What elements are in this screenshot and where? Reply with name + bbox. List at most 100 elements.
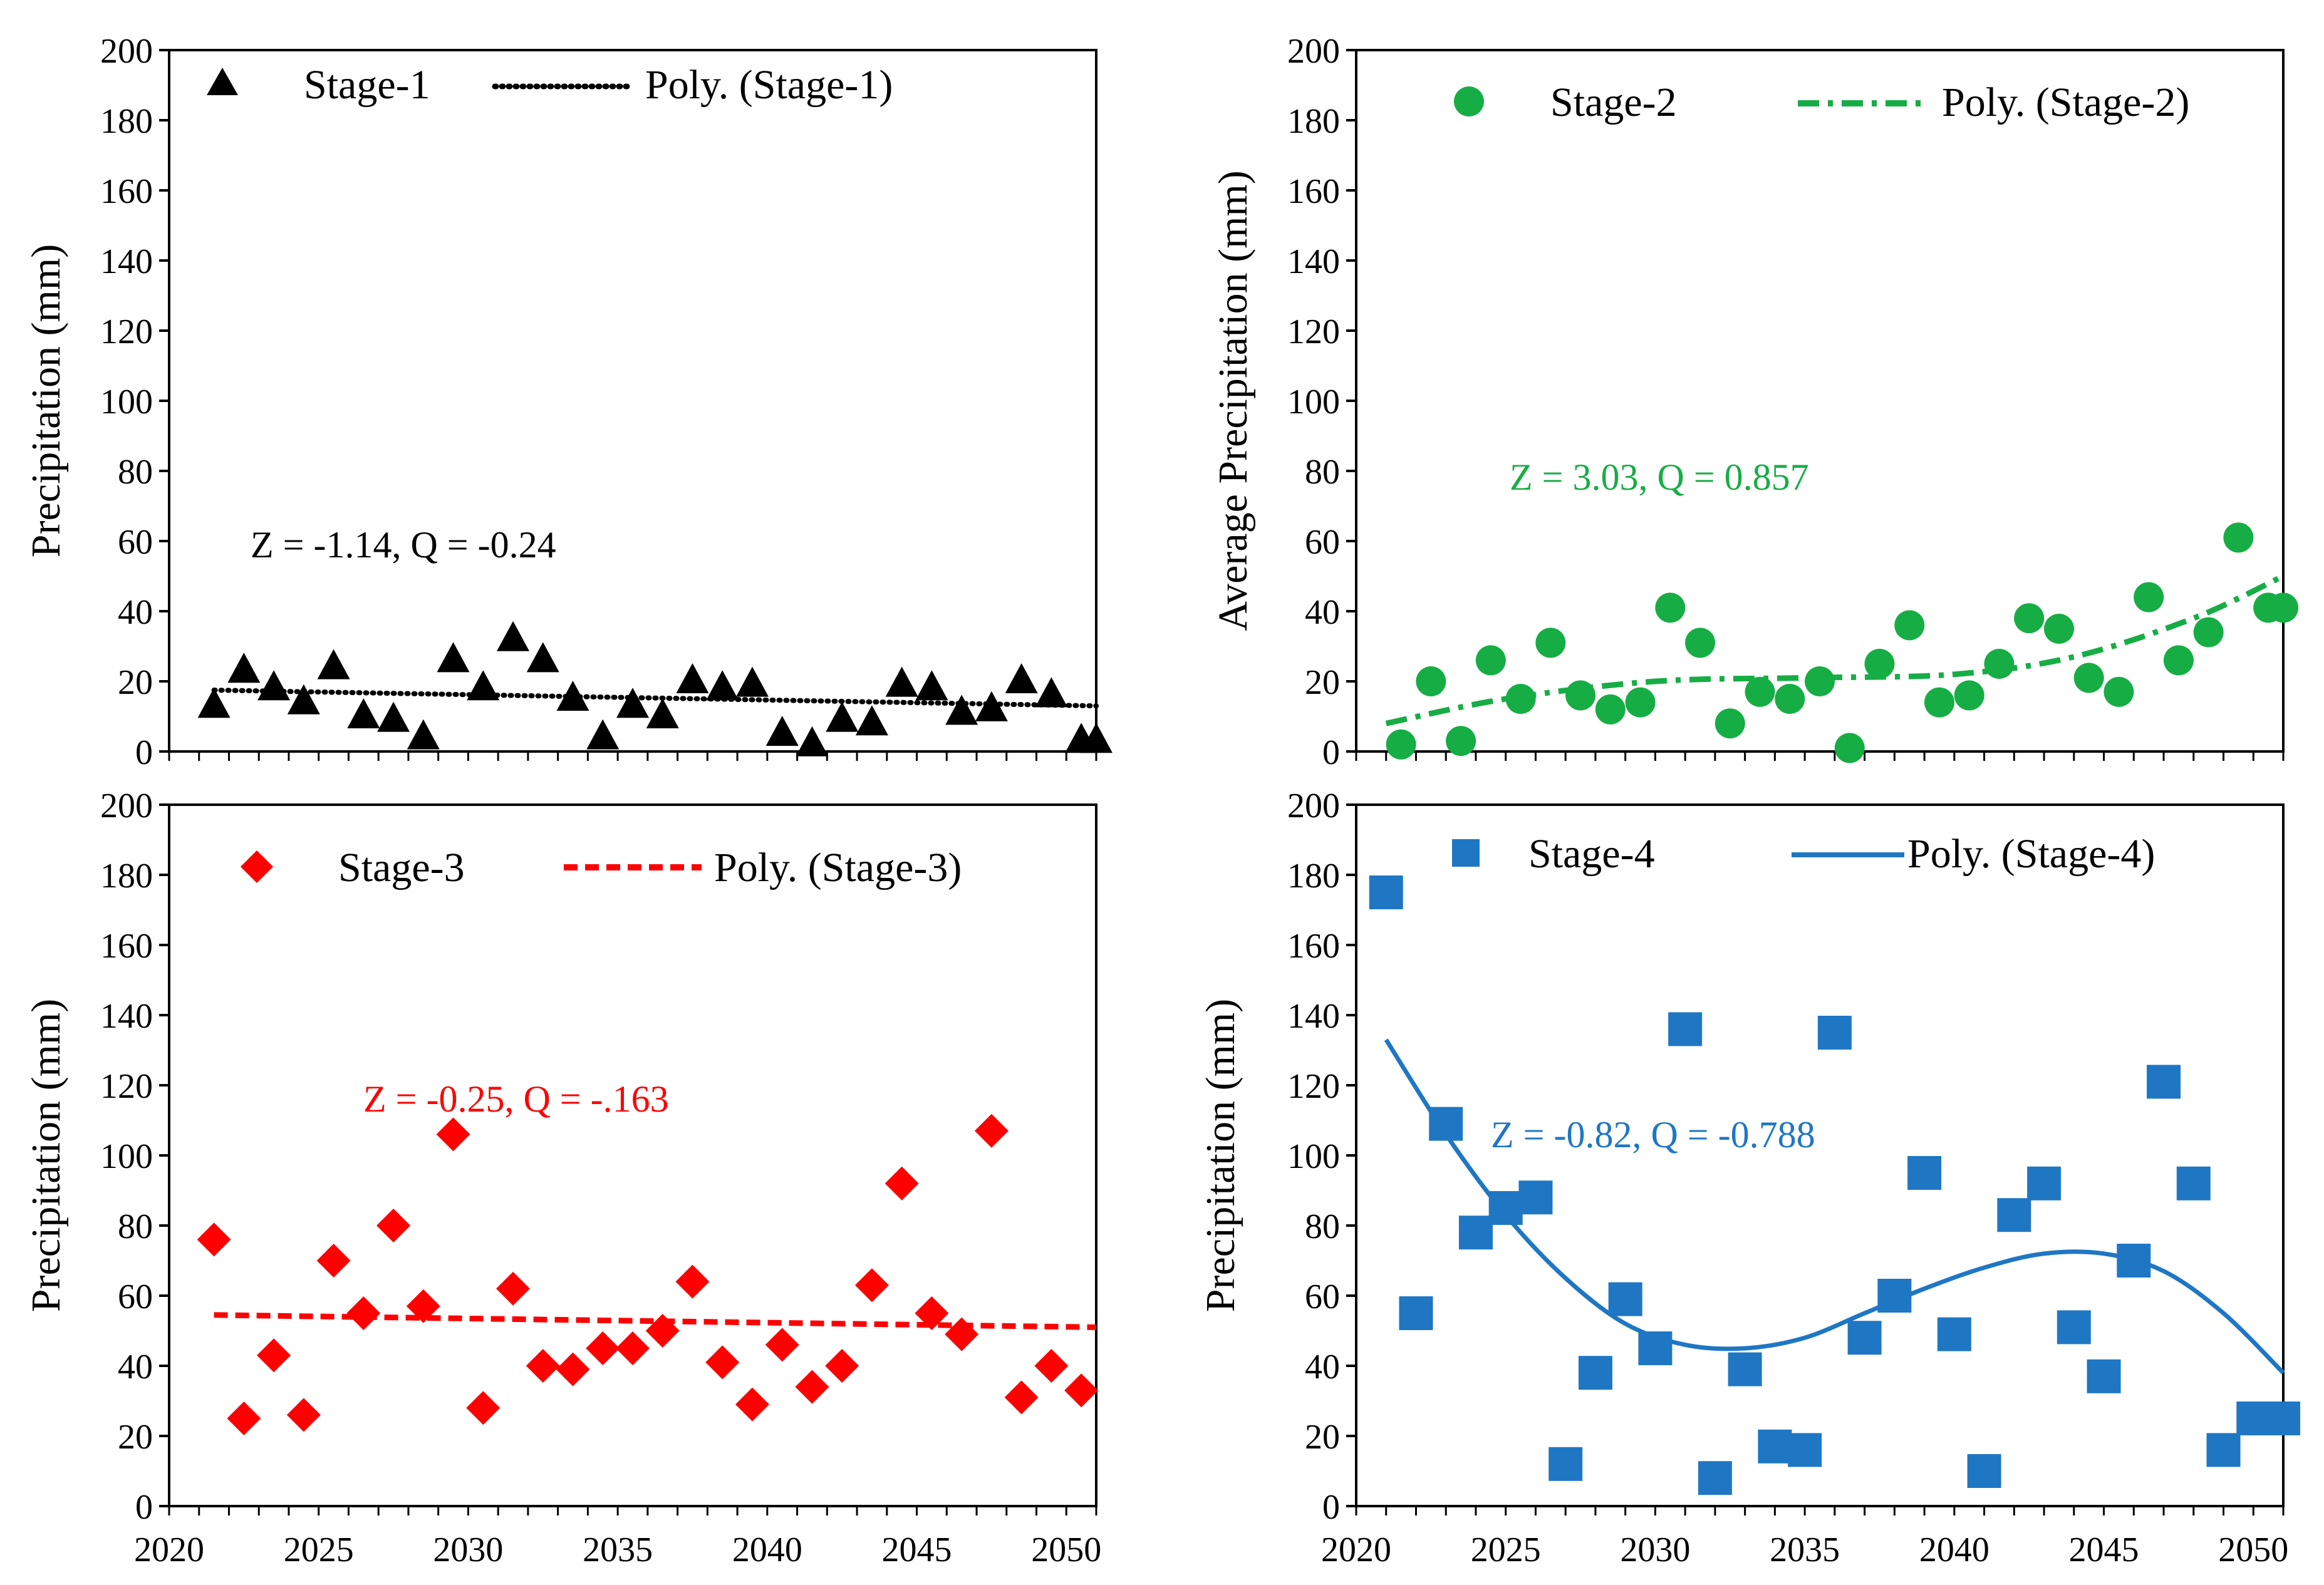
x-tick-label: 2045: [882, 1531, 952, 1569]
data-point: [616, 1331, 650, 1365]
data-point: [2266, 1402, 2300, 1435]
y-tick-label: 80: [1305, 1207, 1340, 1246]
data-point: [616, 688, 649, 718]
data-point: [1984, 649, 2015, 679]
data-point: [735, 1387, 769, 1422]
y-tick-label: 40: [118, 1348, 153, 1386]
data-point: [287, 684, 320, 715]
y-tick-label: 180: [1287, 102, 1340, 141]
legend-circle-marker: [1454, 86, 1484, 116]
y-axis-title: Average Precipitation (mm): [1210, 170, 1256, 631]
data-point: [1954, 680, 1984, 711]
trendline: [211, 688, 1099, 709]
data-point: [1638, 1331, 1673, 1365]
y-tick-label: 80: [1305, 453, 1340, 492]
data-point: [1386, 729, 1416, 760]
data-point: [586, 719, 620, 750]
y-tick-label: 200: [1287, 32, 1340, 71]
y-tick-label: 140: [1287, 997, 1340, 1036]
data-point: [2104, 676, 2134, 707]
data-point: [406, 1289, 440, 1323]
data-point: [526, 1349, 560, 1383]
data-point: [2147, 1065, 2181, 1099]
data-point: [257, 1338, 291, 1373]
y-tick-label: 120: [100, 1067, 153, 1106]
x-tick-label: 2040: [1919, 1531, 1989, 1569]
data-point: [1625, 687, 1656, 718]
y-tick-label: 60: [118, 1278, 153, 1316]
data-point: [1446, 726, 1476, 756]
data-point: [227, 653, 261, 683]
x-tick-label: 2025: [284, 1531, 354, 1569]
x-tick-label: 2050: [2218, 1531, 2288, 1569]
data-point: [1429, 1107, 1463, 1141]
y-tick-label: 40: [1305, 1348, 1340, 1386]
data-point: [884, 1166, 919, 1200]
data-point: [735, 666, 769, 697]
data-point: [436, 1117, 470, 1152]
y-tick-label: 200: [100, 787, 153, 825]
data-point: [1578, 1356, 1612, 1390]
data-point: [2193, 617, 2224, 648]
data-point: [1416, 666, 1446, 696]
data-point: [1565, 680, 1596, 711]
legend-triangle-marker: [207, 68, 238, 95]
data-point: [1535, 627, 1566, 658]
data-point: [1080, 723, 1113, 753]
data-point: [885, 666, 918, 697]
data-point: [1997, 1198, 2031, 1232]
data-point: [676, 663, 709, 693]
data-point: [1685, 627, 1716, 658]
data-point: [974, 1113, 1009, 1148]
y-tick-label: 60: [1305, 523, 1340, 562]
data-point: [586, 1331, 620, 1365]
data-point: [1458, 1216, 1493, 1250]
y-tick-label: 20: [1305, 1418, 1340, 1457]
legend: Stage-1 Poly. (Stage-1): [207, 62, 893, 108]
data-point: [1518, 1180, 1553, 1215]
data-point: [765, 1328, 799, 1362]
stats-annotation: Z = 3.03, Q = 0.857: [1510, 457, 1809, 498]
y-tick-label: 80: [118, 453, 153, 492]
y-tick-label: 0: [135, 1488, 153, 1527]
y-tick-label: 140: [100, 997, 153, 1036]
data-point: [1548, 1447, 1583, 1481]
data-point: [437, 642, 470, 673]
legend-series-label: Stage-1: [304, 62, 430, 108]
data-point: [1595, 694, 1626, 725]
data-point: [317, 649, 350, 679]
data-point: [1399, 1296, 1433, 1330]
data-point: [1847, 1321, 1882, 1355]
x-tick-label: 2030: [433, 1531, 503, 1569]
data-point: [227, 1402, 261, 1435]
data-point: [2236, 1402, 2271, 1435]
data-point: [1877, 1279, 1912, 1313]
y-tick-label: 120: [1287, 1067, 1340, 1106]
data-point: [2073, 663, 2104, 693]
data-point: [855, 705, 888, 736]
legend: Stage-2 Poly. (Stage-2): [1454, 80, 2189, 125]
data-point: [526, 642, 559, 673]
y-tick-label: 20: [1305, 663, 1340, 702]
y-tick-label: 100: [100, 1137, 153, 1176]
data-point: [2134, 582, 2164, 612]
data-point: [1728, 1352, 1762, 1386]
x-tick-label: 2045: [2069, 1531, 2139, 1569]
data-point: [496, 1271, 531, 1306]
y-tick-label: 180: [100, 857, 153, 896]
y-axis-title: Precipitation (mm): [23, 999, 69, 1312]
data-point: [825, 1349, 859, 1383]
data-point: [2163, 645, 2194, 676]
data-point: [675, 1264, 710, 1299]
legend-trend-label: Poly. (Stage-4): [1907, 831, 2155, 877]
legend: Stage-3 Poly. (Stage-3): [241, 845, 962, 891]
stats-annotation: Z = -1.14, Q = -0.24: [251, 524, 556, 565]
data-point: [497, 621, 530, 651]
data-point: [854, 1268, 889, 1303]
data-point: [316, 1244, 351, 1278]
data-point: [556, 1352, 590, 1386]
data-point: [2176, 1166, 2211, 1200]
data-point: [945, 694, 978, 725]
stats-annotation: Z = -0.25, Q = -.163: [363, 1078, 669, 1120]
